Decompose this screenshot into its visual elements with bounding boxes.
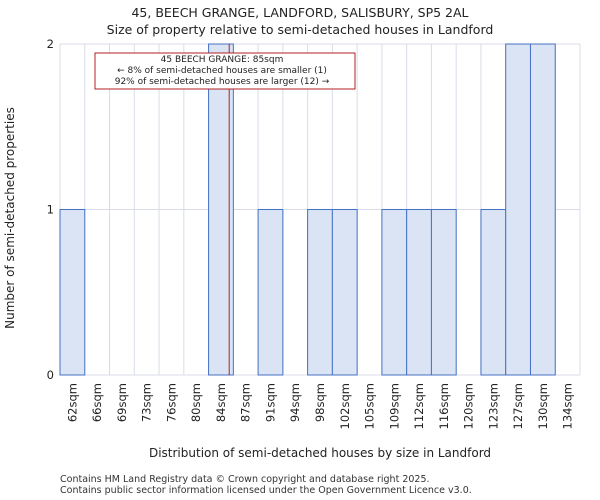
bar-127sqm: [505, 43, 531, 376]
annotation-box: 45 BEECH GRANGE: 85sqm ← 8% of semi-deta…: [94, 52, 356, 90]
x-tick-label: 123sqm: [486, 383, 500, 429]
annotation-line-3: 92% of semi-detached houses are larger (…: [115, 77, 330, 87]
x-tick-label: 80sqm: [189, 383, 203, 422]
chart-subtitle: Size of property relative to semi-detach…: [106, 22, 494, 37]
x-tick-label: 109sqm: [387, 383, 401, 429]
x-tick-label: 84sqm: [214, 383, 228, 422]
annotation-line-1: 45 BEECH GRANGE: 85sqm: [161, 55, 284, 65]
x-tick-label: 127sqm: [511, 383, 525, 429]
chart-title: 45, BEECH GRANGE, LANDFORD, SALISBURY, S…: [131, 5, 469, 20]
x-ticks: 62sqm 66sqm 69sqm 73sqm 76sqm 80sqm 84sqm 87sqm…: [65, 383, 574, 429]
y-tick-label: 2: [47, 37, 54, 51]
bar-98sqm: [307, 209, 333, 376]
x-tick-label: 105sqm: [363, 383, 377, 429]
y-tick-label: 1: [47, 203, 54, 217]
x-tick-label: 66sqm: [90, 383, 104, 422]
x-tick-label: 76sqm: [164, 383, 178, 422]
x-tick-label: 120sqm: [462, 383, 476, 429]
x-tick-label: 134sqm: [561, 383, 575, 429]
x-tick-label: 116sqm: [437, 383, 451, 429]
annotation-line-2: ← 8% of semi-detached houses are smaller…: [117, 66, 327, 76]
bar-62sqm: [59, 209, 86, 376]
y-tick-label: 0: [47, 368, 54, 382]
y-ticks: 0 1 2: [47, 37, 54, 382]
x-tick-label: 91sqm: [263, 383, 277, 422]
bar-91sqm: [257, 209, 284, 376]
bar-130sqm: [529, 43, 556, 376]
bar-123sqm: [480, 209, 507, 376]
x-tick-label: 98sqm: [313, 383, 327, 422]
x-tick-label: 94sqm: [288, 383, 302, 422]
x-tick-label: 112sqm: [412, 383, 426, 429]
x-tick-label: 69sqm: [115, 383, 129, 422]
footer-licence: Contains public sector information licen…: [60, 485, 472, 496]
x-tick-label: 87sqm: [239, 383, 253, 422]
x-tick-label: 73sqm: [140, 383, 154, 422]
bar-109sqm: [381, 209, 408, 376]
bar-112sqm: [406, 209, 432, 376]
x-tick-label: 102sqm: [338, 383, 352, 429]
x-axis-label: Distribution of semi-detached houses by …: [149, 446, 491, 460]
bar-102sqm: [331, 209, 358, 376]
footer-copyright: Contains HM Land Registry data © Crown c…: [60, 474, 430, 485]
bars: [59, 43, 556, 376]
x-tick-label: 62sqm: [65, 383, 79, 422]
y-axis-label: Number of semi-detached properties: [3, 107, 17, 329]
x-tick-label: 130sqm: [536, 383, 550, 429]
bar-116sqm: [430, 209, 457, 376]
